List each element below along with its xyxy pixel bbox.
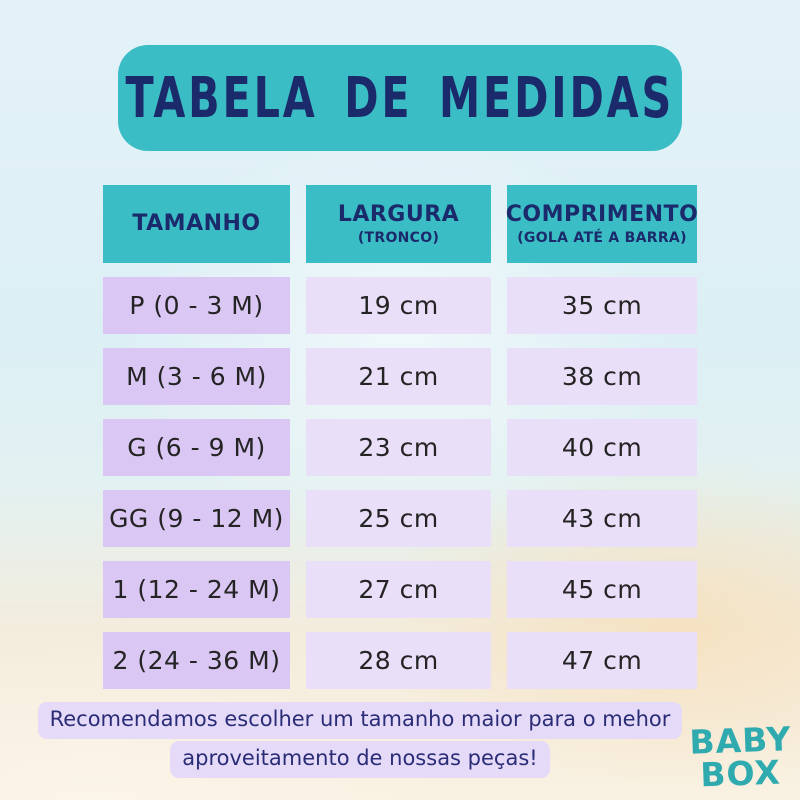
header-largura-label: LARGURA [337, 202, 460, 228]
size-cell: M (3 - 6 M) [103, 348, 290, 405]
size-cell: GG (9 - 12 M) [103, 490, 290, 547]
width-cell: 21 cm [306, 348, 491, 405]
width-cell: 25 cm [306, 490, 491, 547]
note-line-2: aproveitamento de nossas peças! [170, 741, 550, 778]
title-banner: TABELA DE MEDIDAS [118, 45, 682, 151]
length-cell: 38 cm [507, 348, 697, 405]
page-title: TABELA DE MEDIDAS [125, 65, 675, 131]
length-cell: 45 cm [507, 561, 697, 618]
logo-text-box: BOX [699, 752, 782, 795]
header-tamanho: TAMANHO [103, 185, 290, 263]
size-cell: 1 (12 - 24 M) [103, 561, 290, 618]
size-cell: G (6 - 9 M) [103, 419, 290, 476]
length-cell: 47 cm [507, 632, 697, 689]
header-largura-sublabel: (TRONCO) [357, 229, 440, 246]
header-comprimento-label: COMPRIMENTO [505, 202, 699, 228]
header-largura: LARGURA (TRONCO) [306, 185, 491, 263]
header-comprimento-sublabel: (GOLA ATÉ A BARRA) [517, 229, 687, 246]
recommendation-note: Recomendamos escolher um tamanho maior p… [0, 701, 720, 779]
width-cell: 28 cm [306, 632, 491, 689]
width-cell: 27 cm [306, 561, 491, 618]
length-cell: 43 cm [507, 490, 697, 547]
width-cell: 19 cm [306, 277, 491, 334]
header-tamanho-label: TAMANHO [132, 211, 261, 237]
header-comprimento: COMPRIMENTO (GOLA ATÉ A BARRA) [505, 185, 699, 263]
size-table: TAMANHO LARGURA (TRONCO) COMPRIMENTO (GO… [103, 185, 699, 689]
length-cell: 40 cm [507, 419, 697, 476]
size-cell: P (0 - 3 M) [103, 277, 290, 334]
width-cell: 23 cm [306, 419, 491, 476]
size-cell: 2 (24 - 36 M) [103, 632, 290, 689]
note-line-1: Recomendamos escolher um tamanho maior p… [37, 702, 683, 739]
baby-box-logo: BABY BOX [689, 719, 792, 795]
length-cell: 35 cm [507, 277, 697, 334]
